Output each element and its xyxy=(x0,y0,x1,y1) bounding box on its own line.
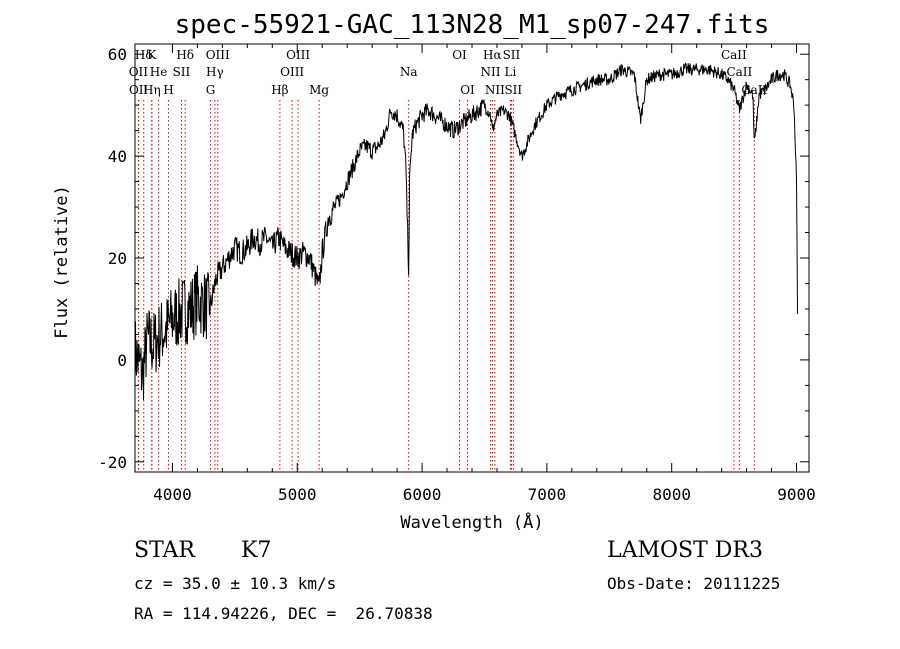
spectral-line-label-26: CaII xyxy=(726,65,752,79)
tick-labels: 4000 5000 6000 7000 8000 9000 -20 0 20 40 60 xyxy=(98,45,816,504)
y-tick-label: 60 xyxy=(108,45,127,64)
spectral-line-label-6: H xyxy=(163,83,173,97)
spectral-line-label-19: Hα xyxy=(483,48,502,62)
survey-name: LAMOST DR3 xyxy=(607,538,763,563)
y-tick-label: -20 xyxy=(98,453,127,472)
spectral-line-label-4: He xyxy=(150,65,168,79)
spectral-line-label-12: OIII xyxy=(286,48,310,62)
obs-date: Obs-Date: 20111225 xyxy=(607,574,781,593)
plot-frame xyxy=(134,43,810,473)
x-tick-label: 6000 xyxy=(403,485,442,504)
spectral-line-label-10: Hγ xyxy=(206,65,224,79)
spectral-line-label-5: Hη xyxy=(143,83,161,97)
x-axis-label: Wavelength (Å) xyxy=(400,511,543,533)
spectrum-line xyxy=(134,62,798,400)
x-tick-label: 4000 xyxy=(153,485,192,504)
coordinates: RA = 114.94226, DEC = 26.70838 xyxy=(134,604,433,623)
spectral-line-label-14: Hβ xyxy=(271,83,288,97)
axes xyxy=(134,43,810,473)
y-tick-label: 40 xyxy=(108,147,127,166)
x-tick-label: 8000 xyxy=(652,485,691,504)
x-tick-label: 9000 xyxy=(777,485,816,504)
spectral-line-label-3: K xyxy=(147,48,157,62)
spectral-line-label-25: CaII xyxy=(721,48,747,62)
spectral-line-label-20: SII xyxy=(503,48,521,62)
chart-title: spec-55921-GAC_113N28_M1_sp07-247.fits xyxy=(175,10,770,40)
spectral-line-label-22: Li xyxy=(505,65,517,79)
object-class: STAR xyxy=(134,538,195,563)
spectral-line-markers: Hδ OII OII K He Hη H Hδ SII OIII Hγ G OIII OIII Hβ Mg Na… xyxy=(129,48,767,472)
y-axis-label: Flux (relative) xyxy=(52,185,72,339)
spectral-line-label-17: OI xyxy=(452,48,467,62)
spectral-line-label-24: SII xyxy=(504,83,522,97)
spectrum-series xyxy=(134,62,798,400)
spectral-line-label-21: NII xyxy=(480,65,500,79)
y-tick-label: 20 xyxy=(108,249,127,268)
spectral-line-label-13: OIII xyxy=(280,65,304,79)
spectral-line-label-1: OII xyxy=(129,65,149,79)
spectral-line-label-9: OIII xyxy=(206,48,230,62)
redshift-text: cz = 35.0 ± 10.3 km/s xyxy=(134,574,337,593)
y-tick-label: 0 xyxy=(117,351,127,370)
spectral-line-label-8: SII xyxy=(173,65,191,79)
spectral-line-label-0: Hδ xyxy=(135,48,153,62)
spectral-line-label-16: Na xyxy=(400,65,418,79)
x-tick-label: 5000 xyxy=(278,485,317,504)
x-tick-label: 7000 xyxy=(528,485,567,504)
object-subclass: K7 xyxy=(241,538,272,563)
spectral-line-label-11: G xyxy=(206,83,216,97)
spectral-line-label-18: OI xyxy=(460,83,475,97)
spectral-line-label-7: Hδ xyxy=(176,48,194,62)
spectral-line-label-2: OII xyxy=(129,83,149,97)
spectral-line-label-23: NII xyxy=(485,83,505,97)
spectral-line-label-15: Mg xyxy=(309,83,329,97)
